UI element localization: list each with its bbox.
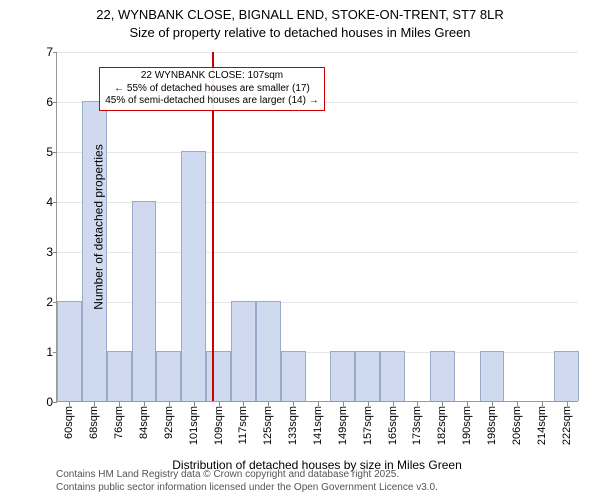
ytick-mark — [53, 402, 57, 403]
histogram-bar — [330, 351, 355, 401]
xtick-label: 84sqm — [138, 406, 150, 439]
ytick-mark — [53, 52, 57, 53]
xtick-label: 206sqm — [511, 406, 523, 445]
y-axis-label: Number of detached properties — [92, 144, 106, 309]
xtick-label: 173sqm — [411, 406, 423, 445]
ytick-mark — [53, 252, 57, 253]
title-line-1: 22, WYNBANK CLOSE, BIGNALL END, STOKE-ON… — [96, 7, 503, 22]
ytick-mark — [53, 152, 57, 153]
xtick-label: 157sqm — [362, 406, 374, 445]
histogram-bar — [380, 351, 405, 401]
histogram-bar — [107, 351, 132, 401]
xtick-label: 117sqm — [237, 406, 249, 444]
histogram-bar — [355, 351, 380, 401]
xtick-label: 165sqm — [387, 406, 399, 445]
histogram-bar — [430, 351, 455, 401]
xtick-label: 133sqm — [287, 406, 299, 445]
title-line-2: Size of property relative to detached ho… — [129, 25, 470, 40]
xtick-label: 125sqm — [262, 406, 274, 445]
annotation-line-3: 45% of semi-detached houses are larger (… — [105, 95, 318, 106]
xtick-label: 101sqm — [188, 406, 200, 445]
xtick-label: 214sqm — [536, 406, 548, 445]
histogram-bar — [554, 351, 579, 401]
histogram-bar — [231, 301, 256, 401]
ytick-label: 1 — [39, 345, 53, 359]
chart-area: 0123456760sqm68sqm76sqm84sqm92sqm101sqm1… — [56, 52, 578, 402]
annotation-line-2: ← 55% of detached houses are smaller (17… — [114, 83, 310, 94]
footer-attribution: Contains HM Land Registry data © Crown c… — [56, 469, 438, 494]
xtick-label: 68sqm — [88, 406, 100, 439]
annotation-box: 22 WYNBANK CLOSE: 107sqm ← 55% of detache… — [99, 67, 324, 111]
histogram-bar — [256, 301, 281, 401]
grid-line — [57, 52, 578, 53]
ytick-mark — [53, 102, 57, 103]
xtick-label: 190sqm — [461, 406, 473, 445]
histogram-bar — [57, 301, 82, 401]
annotation-line-1: 22 WYNBANK CLOSE: 107sqm — [141, 70, 283, 81]
histogram-bar — [480, 351, 505, 401]
xtick-label: 198sqm — [486, 406, 498, 445]
histogram-bar — [132, 201, 157, 401]
xtick-label: 76sqm — [113, 406, 125, 439]
xtick-label: 141sqm — [312, 406, 324, 445]
xtick-label: 92sqm — [163, 406, 175, 439]
footer-line-2: Contains public sector information licen… — [56, 482, 438, 495]
histogram-bar — [156, 351, 181, 401]
ytick-label: 4 — [39, 195, 53, 209]
grid-line — [57, 152, 578, 153]
histogram-bar — [206, 351, 231, 401]
xtick-label: 109sqm — [213, 406, 225, 445]
ytick-mark — [53, 202, 57, 203]
footer-line-1: Contains HM Land Registry data © Crown c… — [56, 469, 438, 482]
ytick-label: 6 — [39, 95, 53, 109]
ytick-label: 7 — [39, 45, 53, 59]
ytick-label: 3 — [39, 245, 53, 259]
ytick-label: 5 — [39, 145, 53, 159]
xtick-label: 222sqm — [561, 406, 573, 445]
ytick-label: 2 — [39, 295, 53, 309]
histogram-bar — [181, 151, 206, 401]
ytick-label: 0 — [39, 395, 53, 409]
chart-title: 22, WYNBANK CLOSE, BIGNALL END, STOKE-ON… — [0, 0, 600, 41]
plot-region: 0123456760sqm68sqm76sqm84sqm92sqm101sqm1… — [56, 52, 578, 402]
histogram-bar — [281, 351, 306, 401]
xtick-label: 149sqm — [337, 406, 349, 445]
xtick-label: 60sqm — [63, 406, 75, 439]
xtick-label: 182sqm — [436, 406, 448, 445]
